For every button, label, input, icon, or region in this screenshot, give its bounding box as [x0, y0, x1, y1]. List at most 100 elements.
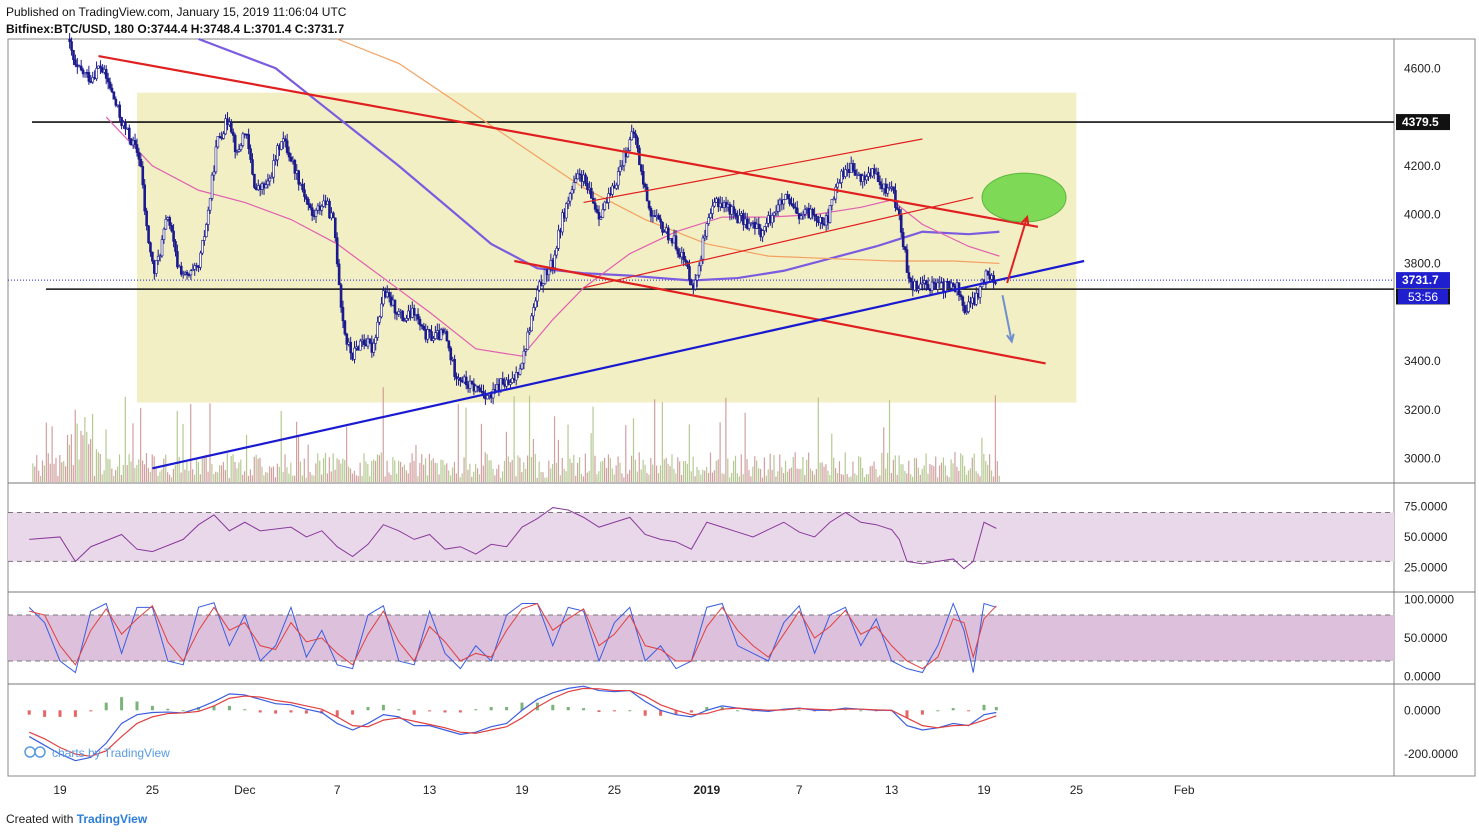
volume-bar: [261, 466, 263, 482]
candle-body: [139, 158, 143, 167]
volume-bar: [228, 477, 230, 482]
chart-frame: [7, 38, 1476, 777]
candle-body: [840, 170, 843, 183]
trendline-rising-wedge-upper[interactable]: [583, 138, 923, 204]
volume-bar: [696, 466, 698, 482]
volume-bar: [648, 474, 650, 482]
watermark-text: charts by TradingView: [52, 746, 170, 760]
candle-body: [643, 183, 647, 188]
volume-bar: [673, 468, 675, 482]
candle-body: [615, 184, 618, 189]
target-zone[interactable]: [981, 172, 1067, 223]
candle-body: [788, 198, 791, 204]
candle-body: [108, 81, 112, 89]
candle-body: [901, 232, 905, 248]
macd-histogram-bar: [304, 710, 308, 714]
candle-body: [616, 171, 620, 186]
candle-body: [851, 163, 855, 171]
volume-bar: [407, 473, 409, 482]
candle-body: [518, 368, 522, 375]
candle-body: [674, 235, 678, 250]
candle-body: [951, 282, 955, 287]
candle-body: [907, 272, 911, 279]
volume-bar: [34, 466, 36, 482]
candle-body: [765, 222, 768, 227]
volume-bar: [380, 452, 382, 482]
candle-body: [734, 212, 737, 217]
candle-body: [285, 140, 289, 153]
volume-bar: [646, 473, 648, 482]
volume-bar: [409, 462, 411, 482]
volume-bar: [763, 457, 765, 482]
candle-body: [532, 307, 535, 317]
candle-body: [208, 198, 212, 211]
trendline-ascending-support[interactable]: [152, 259, 1085, 470]
volume-bar: [172, 469, 175, 482]
time-tick-label: Feb: [1174, 783, 1195, 797]
time-tick-label: 13: [423, 783, 437, 797]
macd-histogram-bar: [689, 710, 693, 713]
trendline-lower-channel[interactable]: [514, 259, 1046, 365]
candle-body: [632, 131, 635, 135]
candle-body: [659, 218, 662, 223]
volume-bar: [944, 465, 946, 482]
candle-body: [611, 185, 614, 195]
volume-bar: [886, 453, 889, 482]
candle-body: [374, 337, 378, 344]
stoch-tick-label: 0.0000: [1404, 669, 1441, 683]
symbol-label[interactable]: Bitfinex:BTC/USD, 180: [6, 22, 135, 36]
candle-body: [216, 136, 220, 148]
volume-bar: [663, 459, 665, 482]
volume-bar: [500, 477, 502, 482]
volume-bar: [143, 464, 146, 482]
volume-bar: [290, 462, 292, 482]
volume-bar: [688, 424, 690, 482]
candle-body: [193, 265, 197, 270]
volume-bar: [403, 464, 406, 482]
volume-bar: [211, 463, 213, 482]
volume-bar: [257, 458, 259, 482]
volume-bar: [923, 465, 925, 482]
volume-bar: [321, 474, 323, 482]
volume-bar: [848, 477, 850, 482]
volume-bar: [711, 472, 714, 482]
volume-bar: [357, 476, 359, 482]
level-high-tag-bg: [1396, 114, 1450, 131]
volume-bar: [954, 452, 956, 482]
candle-body: [509, 382, 512, 385]
volume-bar: [602, 460, 604, 482]
volume-bar: [90, 439, 92, 482]
volume-bar: [971, 457, 973, 482]
candle-body: [528, 330, 532, 333]
footer-brand[interactable]: TradingView: [76, 812, 148, 826]
candle-body: [761, 230, 764, 238]
volume-bar: [761, 477, 764, 482]
volume-bar: [927, 473, 929, 482]
volume-bar: [987, 464, 989, 482]
trendline-descending-resistance[interactable]: [98, 54, 1039, 228]
candle-body: [618, 166, 622, 172]
volume-bar: [151, 454, 153, 482]
projection-arrow-down[interactable]: [1001, 294, 1013, 342]
candle-body: [584, 174, 587, 184]
volume-bar: [215, 471, 217, 482]
volume-bar: [621, 473, 623, 482]
candle-body: [599, 217, 603, 220]
volume-bar: [686, 463, 688, 482]
candle-body: [959, 294, 963, 298]
volume-bar: [182, 423, 184, 482]
macd-histogram-bar: [289, 710, 293, 713]
candle-body: [241, 133, 245, 146]
volume-bar: [721, 473, 723, 482]
volume-bar: [373, 459, 375, 482]
projection-arrow-up[interactable]: [1006, 216, 1029, 284]
volume-bar: [863, 477, 866, 482]
candle-body: [143, 184, 146, 212]
stoch-line-D: [29, 602, 997, 670]
volume-bar: [315, 463, 317, 482]
volume-bar: [93, 475, 96, 482]
candle-body: [921, 282, 924, 285]
candle-body: [137, 152, 141, 160]
trendline-rising-wedge-lower[interactable]: [583, 196, 974, 289]
